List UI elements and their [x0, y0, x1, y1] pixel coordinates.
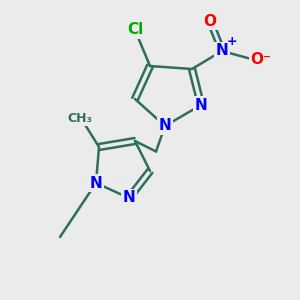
Text: O⁻: O⁻: [250, 52, 272, 68]
Text: N: N: [195, 98, 207, 112]
Text: N: N: [90, 176, 102, 190]
Text: N: N: [159, 118, 171, 134]
Text: N: N: [123, 190, 135, 206]
Text: N: N: [216, 44, 228, 59]
Text: Cl: Cl: [127, 22, 143, 38]
Text: O: O: [203, 14, 217, 28]
Text: CH₃: CH₃: [67, 112, 92, 125]
Text: +: +: [226, 35, 237, 48]
